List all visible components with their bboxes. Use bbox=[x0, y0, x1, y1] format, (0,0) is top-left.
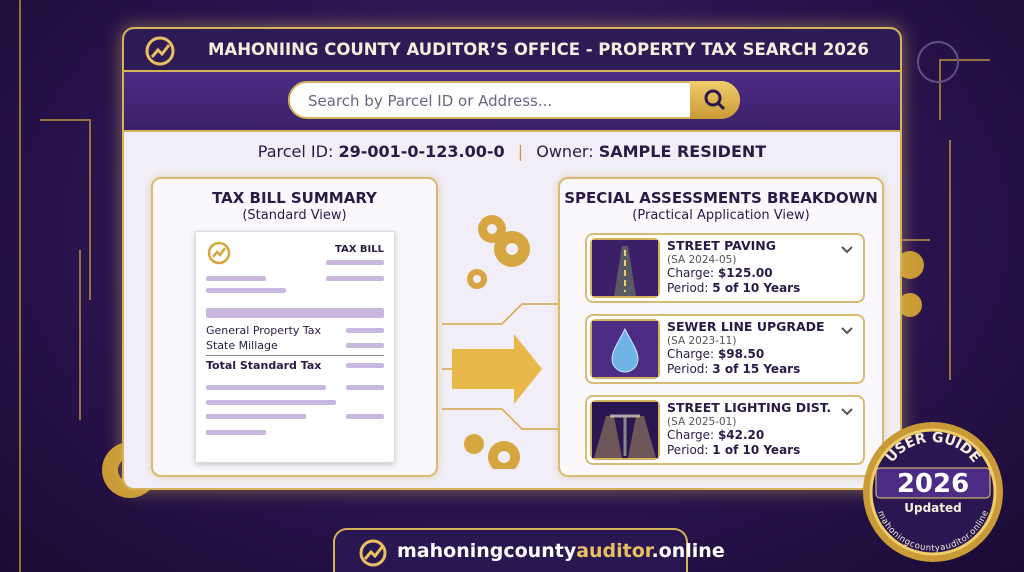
placeholder-line bbox=[206, 308, 384, 318]
period-label: Period: bbox=[667, 443, 709, 457]
bill-total: Total Standard Tax bbox=[206, 359, 322, 372]
assessment-name: STREET LIGHTING DIST. bbox=[667, 400, 832, 415]
placeholder-line bbox=[206, 276, 266, 281]
chevron-icon bbox=[841, 408, 853, 416]
badge-status: Updated bbox=[904, 501, 962, 515]
placeholder-line bbox=[346, 363, 384, 368]
assessment-icon bbox=[590, 238, 660, 298]
bill-line: General Property Tax bbox=[206, 324, 322, 337]
chevron-icon bbox=[841, 327, 853, 335]
logo bbox=[145, 36, 175, 66]
period-value: 3 of 15 Years bbox=[712, 362, 801, 376]
expand-chevron[interactable] bbox=[841, 241, 853, 254]
assessment-item: STREET LIGHTING DIST. (SA 2025-01) Charge:… bbox=[585, 395, 865, 465]
placeholder-line bbox=[346, 414, 384, 419]
search-input[interactable]: Search by Parcel ID or Address... bbox=[288, 81, 740, 119]
period-row: Period: 3 of 15 Years bbox=[667, 362, 800, 376]
parcel-id: 29-001-0-123.00-0 bbox=[338, 142, 505, 161]
assessment-item: SEWER LINE UPGRADE (SA 2023-11) Charge: $9… bbox=[585, 314, 865, 384]
placeholder-line bbox=[346, 385, 384, 390]
divider bbox=[206, 355, 384, 356]
charge-value: $125.00 bbox=[717, 266, 773, 280]
charge-value: $98.50 bbox=[717, 347, 765, 361]
expand-chevron[interactable] bbox=[841, 322, 853, 335]
charge-row: Charge: $42.20 bbox=[667, 428, 764, 442]
main-panel: MAHONIING COUNTY AUDITOR’S OFFICE - PROP… bbox=[122, 27, 902, 490]
charge-label: Charge: bbox=[667, 347, 715, 361]
domain-part: .online bbox=[651, 540, 725, 562]
search-band: Search by Parcel ID or Address... bbox=[124, 72, 900, 132]
placeholder-line bbox=[206, 400, 336, 405]
card-title: TAX BILL SUMMARY bbox=[212, 189, 377, 207]
assessments-card: SPECIAL ASSESSMENTS BREAKDOWN (Practical… bbox=[558, 177, 884, 477]
badge-year: 2026 bbox=[897, 469, 969, 499]
icon-graphic bbox=[592, 321, 658, 377]
placeholder-line bbox=[206, 414, 306, 419]
page-title: MAHONIING COUNTY AUDITOR’S OFFICE - PROP… bbox=[208, 40, 869, 59]
assessment-code: (SA 2023-11) bbox=[667, 335, 737, 347]
badge: USER GUIDE 2026 Updated mahoningcountyau… bbox=[863, 422, 1003, 562]
assessment-name: SEWER LINE UPGRADE bbox=[667, 319, 825, 334]
period-row: Period: 1 of 10 Years bbox=[667, 443, 800, 457]
period-label: Period: bbox=[667, 362, 709, 376]
domain-part: auditor bbox=[576, 540, 652, 562]
assessment-icon bbox=[590, 319, 660, 379]
expand-chevron[interactable] bbox=[841, 403, 853, 416]
charge-row: Charge: $125.00 bbox=[667, 266, 773, 280]
bill-line: State Millage bbox=[206, 339, 278, 352]
assessment-code: (SA 2025-01) bbox=[667, 416, 737, 428]
icon-graphic bbox=[592, 402, 658, 458]
icon-graphic bbox=[592, 240, 658, 296]
placeholder-line bbox=[346, 328, 384, 333]
separator: | bbox=[517, 142, 524, 161]
parcel-label: Parcel ID: bbox=[257, 142, 334, 161]
tax-bill: TAX BILL General Property Tax State Mill… bbox=[195, 231, 395, 463]
assessment-code: (SA 2024-05) bbox=[667, 254, 737, 266]
footer-logo bbox=[359, 539, 387, 567]
charge-row: Charge: $98.50 bbox=[667, 347, 764, 361]
assessment-icon bbox=[590, 400, 660, 460]
period-label: Period: bbox=[667, 281, 709, 295]
period-value: 5 of 10 Years bbox=[712, 281, 801, 295]
placeholder-line bbox=[346, 343, 384, 348]
placeholder-line bbox=[206, 288, 286, 293]
bill-title: TAX BILL bbox=[334, 244, 384, 255]
card-title: SPECIAL ASSESSMENTS BREAKDOWN bbox=[564, 189, 878, 207]
owner: SAMPLE RESIDENT bbox=[598, 142, 767, 161]
chevron-icon bbox=[841, 246, 853, 254]
owner-label: Owner: bbox=[536, 142, 594, 161]
placeholder-line bbox=[326, 276, 384, 281]
assessment-name: STREET PAVING bbox=[667, 238, 776, 253]
header-bar: MAHONIING COUNTY AUDITOR’S OFFICE - PROP… bbox=[124, 29, 900, 72]
placeholder-line bbox=[206, 430, 266, 435]
period-value: 1 of 10 Years bbox=[712, 443, 801, 457]
card-subtitle: (Practical Application View) bbox=[632, 208, 810, 223]
domain-part: mahoningcounty bbox=[397, 540, 577, 562]
charge-label: Charge: bbox=[667, 428, 715, 442]
badge-ribbon bbox=[875, 467, 991, 499]
footer-domain: mahoningcountyauditor.online bbox=[333, 528, 725, 572]
connector-graphic bbox=[442, 215, 558, 469]
card-subtitle: (Standard View) bbox=[242, 208, 347, 223]
placeholder-line bbox=[206, 385, 326, 390]
tax-bill-card: TAX BILL SUMMARY (Standard View) TAX BIL… bbox=[151, 177, 438, 477]
parcel-line: Parcel ID: 29-001-0-123.00-0 | Owner: SA… bbox=[124, 142, 900, 161]
charge-label: Charge: bbox=[667, 266, 715, 280]
charge-value: $42.20 bbox=[717, 428, 765, 442]
period-row: Period: 5 of 10 Years bbox=[667, 281, 800, 295]
search-button[interactable] bbox=[690, 81, 740, 119]
search-icon bbox=[704, 89, 726, 111]
placeholder-line bbox=[326, 260, 384, 265]
bill-logo bbox=[207, 241, 231, 265]
assessment-item: STREET PAVING (SA 2024-05) Charge: $125.00… bbox=[585, 233, 865, 303]
